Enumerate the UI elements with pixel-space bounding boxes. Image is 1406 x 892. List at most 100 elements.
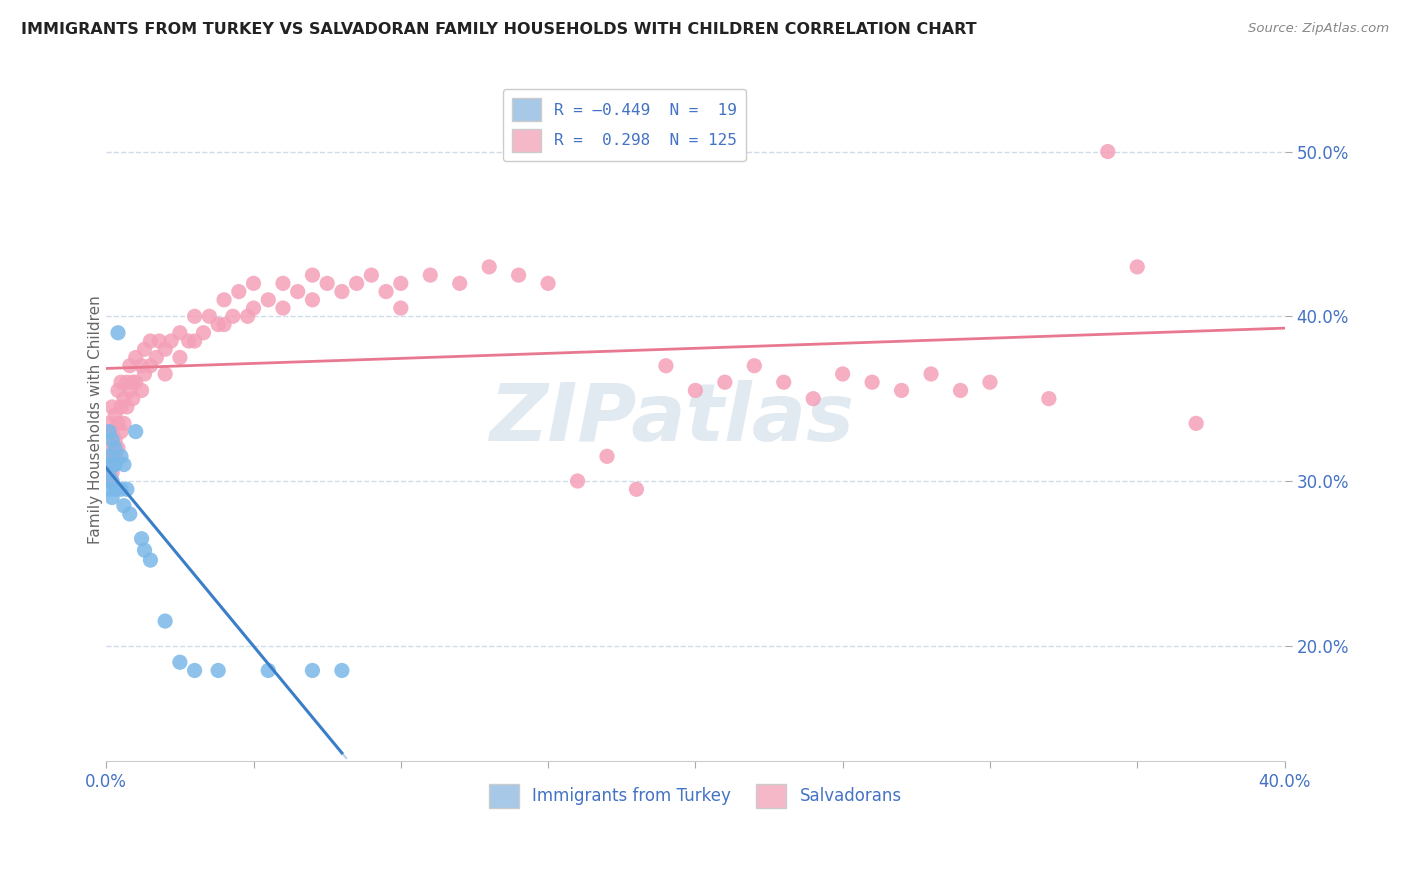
- Point: [228, 285, 250, 299]
- Point: [153, 367, 176, 381]
- Point: [389, 277, 412, 291]
- Text: ZIPatlas: ZIPatlas: [489, 380, 855, 458]
- Point: [112, 392, 135, 406]
- Point: [101, 425, 124, 439]
- Point: [125, 351, 148, 365]
- Point: [115, 400, 138, 414]
- Point: [118, 507, 141, 521]
- Point: [242, 301, 264, 315]
- Point: [360, 268, 382, 282]
- Point: [222, 310, 245, 324]
- Point: [212, 318, 235, 332]
- Point: [153, 614, 176, 628]
- Point: [104, 458, 127, 472]
- Point: [107, 417, 129, 431]
- Point: [169, 326, 191, 340]
- Y-axis label: Family Households with Children: Family Households with Children: [87, 295, 103, 543]
- Point: [134, 343, 156, 357]
- Point: [153, 343, 176, 357]
- Point: [860, 375, 883, 389]
- Point: [979, 375, 1001, 389]
- Point: [110, 400, 132, 414]
- Point: [118, 359, 141, 373]
- Point: [110, 375, 132, 389]
- Point: [346, 277, 368, 291]
- Point: [110, 450, 132, 464]
- Point: [104, 441, 127, 455]
- Point: [101, 474, 124, 488]
- Point: [626, 483, 648, 497]
- Point: [742, 359, 765, 373]
- Point: [139, 334, 162, 348]
- Point: [110, 483, 132, 497]
- Point: [148, 334, 170, 348]
- Point: [478, 260, 501, 274]
- Point: [301, 268, 323, 282]
- Point: [508, 268, 530, 282]
- Point: [287, 285, 309, 299]
- Point: [831, 367, 853, 381]
- Point: [107, 384, 129, 398]
- Point: [193, 326, 215, 340]
- Point: [655, 359, 678, 373]
- Point: [1126, 260, 1149, 274]
- Point: [139, 359, 162, 373]
- Point: [567, 474, 589, 488]
- Point: [316, 277, 339, 291]
- Point: [98, 483, 121, 497]
- Point: [98, 474, 121, 488]
- Text: IMMIGRANTS FROM TURKEY VS SALVADORAN FAMILY HOUSEHOLDS WITH CHILDREN CORRELATION: IMMIGRANTS FROM TURKEY VS SALVADORAN FAM…: [21, 22, 977, 37]
- Point: [301, 664, 323, 678]
- Point: [1185, 417, 1208, 431]
- Point: [183, 664, 205, 678]
- Point: [101, 400, 124, 414]
- Point: [198, 310, 221, 324]
- Text: Source: ZipAtlas.com: Source: ZipAtlas.com: [1249, 22, 1389, 36]
- Point: [169, 351, 191, 365]
- Point: [685, 384, 707, 398]
- Point: [236, 310, 259, 324]
- Point: [101, 450, 124, 464]
- Point: [449, 277, 471, 291]
- Point: [112, 458, 135, 472]
- Point: [115, 483, 138, 497]
- Point: [104, 483, 127, 497]
- Point: [1038, 392, 1060, 406]
- Point: [101, 458, 124, 472]
- Point: [125, 425, 148, 439]
- Point: [112, 499, 135, 513]
- Point: [301, 293, 323, 307]
- Point: [330, 664, 353, 678]
- Point: [207, 664, 229, 678]
- Point: [104, 408, 127, 422]
- Point: [125, 375, 148, 389]
- Point: [801, 392, 824, 406]
- Point: [98, 466, 121, 480]
- Point: [330, 285, 353, 299]
- Point: [242, 277, 264, 291]
- Point: [596, 450, 619, 464]
- Point: [101, 491, 124, 505]
- Point: [121, 392, 143, 406]
- Point: [1097, 145, 1119, 159]
- Point: [160, 334, 183, 348]
- Point: [101, 466, 124, 480]
- Point: [131, 384, 153, 398]
- Point: [134, 543, 156, 558]
- Point: [949, 384, 972, 398]
- Point: [271, 301, 294, 315]
- Point: [110, 425, 132, 439]
- Point: [419, 268, 441, 282]
- Point: [177, 334, 200, 348]
- Point: [107, 441, 129, 455]
- Point: [134, 367, 156, 381]
- Point: [104, 433, 127, 447]
- Point: [920, 367, 942, 381]
- Point: [101, 433, 124, 447]
- Point: [112, 417, 135, 431]
- Point: [98, 450, 121, 464]
- Point: [257, 664, 280, 678]
- Point: [207, 318, 229, 332]
- Point: [714, 375, 737, 389]
- Point: [98, 417, 121, 431]
